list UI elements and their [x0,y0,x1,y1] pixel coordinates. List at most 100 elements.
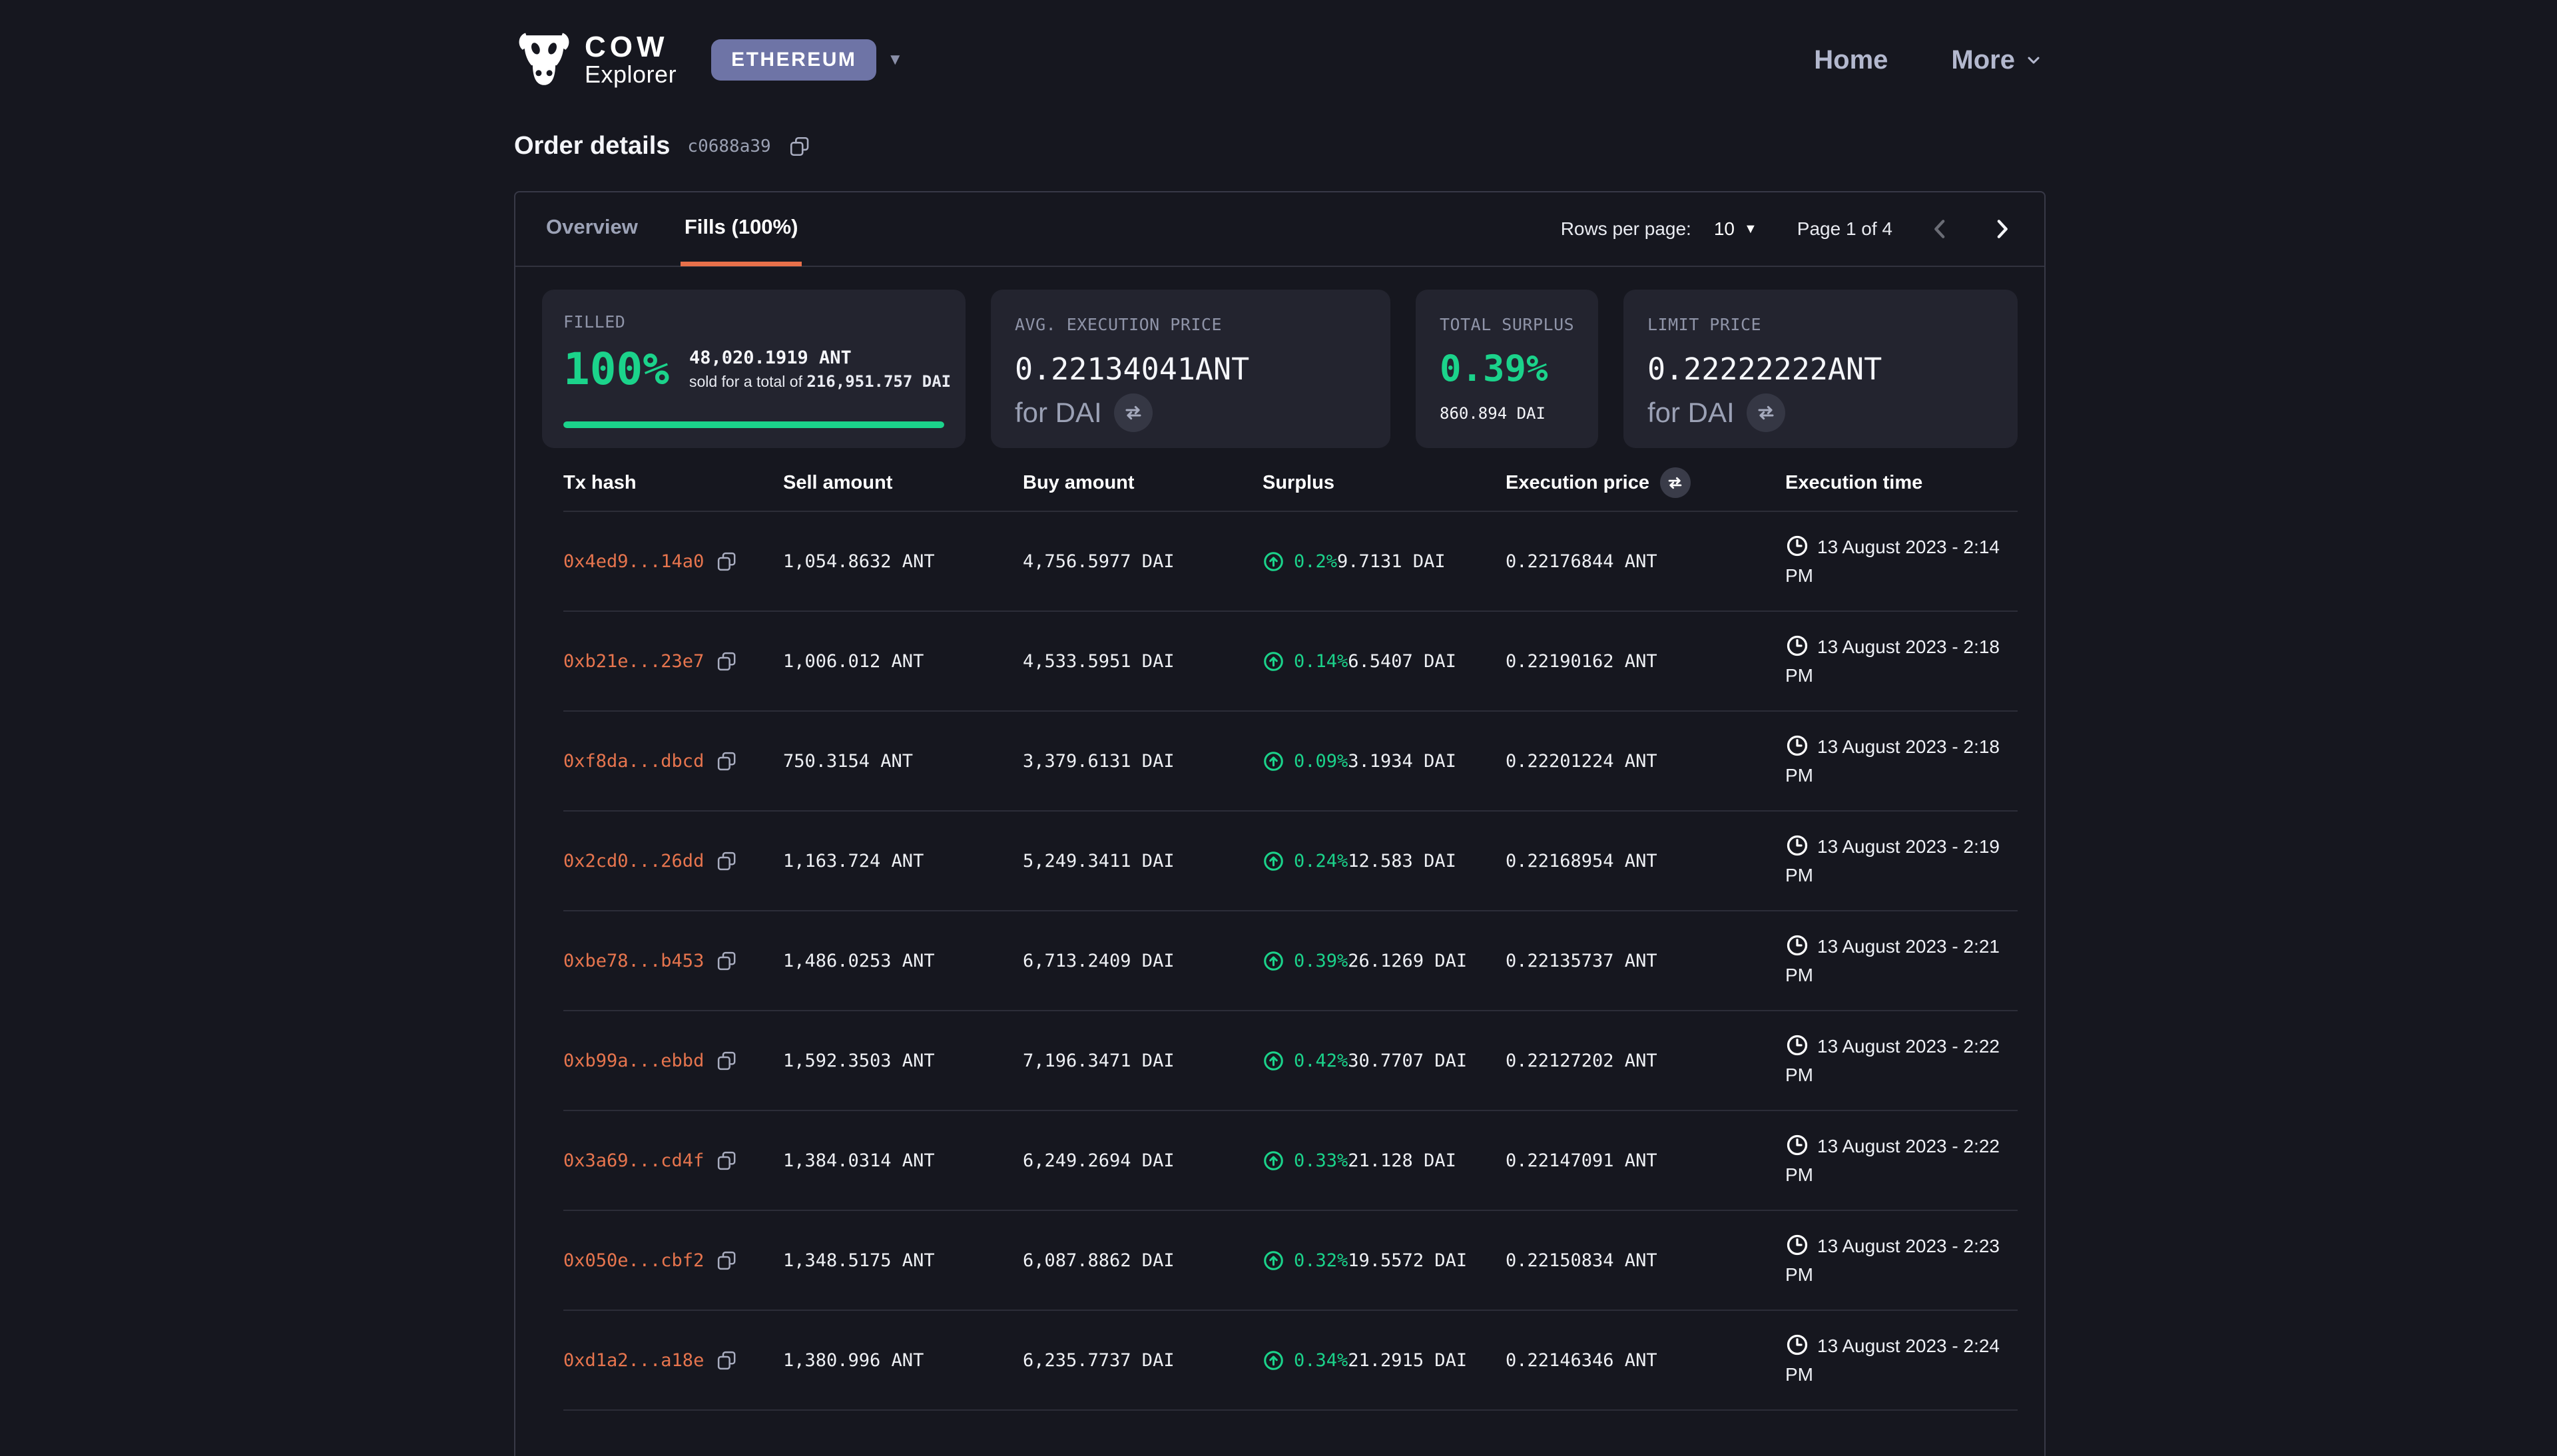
surplus-percent: 0.34% [1294,1349,1348,1371]
nav-more[interactable]: More [1951,45,2043,75]
execution-time-text: 13 August 2023 - 2:19 PM [1785,836,2000,885]
sell-amount: 1,380.996 ANT [783,1349,924,1371]
tx-hash-link[interactable]: 0x4ed9...14a0 [563,551,705,572]
cow-explorer-logo[interactable]: COW Explorer [514,30,677,90]
clock-icon [1785,634,1809,658]
next-page-button[interactable] [1988,216,2015,242]
surplus-percent: 0.2% [1294,551,1338,572]
surplus-up-icon [1263,1250,1284,1272]
surplus-amount: 30.7707 DAI [1348,1050,1468,1071]
table-header: Tx hash Sell amount Buy amount Surplus E… [563,455,2018,512]
tab-overview[interactable]: Overview [546,214,638,238]
tab-fills[interactable]: Fills (100%) [680,192,802,266]
copy-tx-hash-button[interactable] [716,950,738,972]
execution-time-text: 13 August 2023 - 2:22 PM [1785,1035,2000,1085]
tx-hash-link[interactable]: 0x2cd0...26dd [563,850,705,871]
surplus-cell: 0.32% 19.5572 DAI [1263,1250,1506,1272]
limit-price-value: 0.22222222ANT [1647,352,1882,387]
copy-tx-hash-button[interactable] [716,1150,738,1172]
tx-hash-link[interactable]: 0xd1a2...a18e [563,1349,705,1371]
avg-price-label: AVG. EXECUTION PRICE [1015,315,1223,334]
chevron-down-icon [2024,51,2043,69]
buy-amount: 6,087.8862 DAI [1023,1250,1175,1271]
stats-cards: FILLED 100% 48,020.1919 ANT sold for a t… [515,267,2044,448]
total-surplus-card: TOTAL SURPLUS 0.39% 860.894 DAI [1416,290,1598,448]
invert-execution-price-button[interactable] [1659,467,1691,498]
fill-progress-bar [563,421,944,428]
network-caret-icon: ▼ [887,51,904,69]
execution-time: 13 August 2023 - 2:22 PM [1785,1132,2018,1190]
copy-tx-hash-button[interactable] [716,850,738,872]
surplus-percent: 0.14% [1294,650,1348,672]
limit-price-unit: for DAI [1647,397,1735,428]
clock-icon [1785,933,1809,957]
sell-amount: 1,486.0253 ANT [783,950,935,971]
table-row: 0xb21e...23e7 1,006.012 ANT 4,533.5951 D… [563,612,2018,712]
total-surplus-label: TOTAL SURPLUS [1440,315,1575,334]
copy-tx-hash-button[interactable] [716,551,738,573]
copy-order-id-button[interactable] [788,135,811,158]
surplus-cell: 0.09% 3.1934 DAI [1263,750,1506,772]
tx-hash-link[interactable]: 0xf8da...dbcd [563,750,705,772]
clock-icon [1785,1133,1809,1157]
table-row: 0xf8da...dbcd 750.3154 ANT 3,379.6131 DA… [563,712,2018,812]
invert-limit-price-button[interactable] [1746,393,1785,432]
tx-hash-link[interactable]: 0x3a69...cd4f [563,1150,705,1171]
copy-tx-hash-button[interactable] [716,1050,738,1072]
sell-amount: 1,163.724 ANT [783,850,924,871]
buy-amount: 6,235.7737 DAI [1023,1349,1175,1371]
table-row: 0xd1a2...a18e 1,380.996 ANT 6,235.7737 D… [563,1311,2018,1411]
sell-amount: 1,592.3503 ANT [783,1050,935,1071]
page-indicator: Page 1 of 4 [1797,218,1892,239]
surplus-percent: 0.32% [1294,1250,1348,1271]
col-execution-price: Execution price [1506,467,1785,498]
nav-home[interactable]: Home [1814,45,1888,75]
execution-time: 13 August 2023 - 2:14 PM [1785,533,2018,591]
swap-icon [1669,477,1682,489]
avg-price-value: 0.22134041ANT [1015,352,1250,387]
execution-time-text: 13 August 2023 - 2:21 PM [1785,935,2000,985]
pagination: Rows per page: 10 ▼ Page 1 of 4 [1561,216,2015,242]
sell-amount: 1,054.8632 ANT [783,551,935,572]
network-selector[interactable]: ETHEREUM ▼ [711,39,903,81]
copy-icon [718,652,736,670]
execution-time: 13 August 2023 - 2:18 PM [1785,632,2018,690]
execution-time: 13 August 2023 - 2:23 PM [1785,1232,2018,1290]
buy-amount: 7,196.3471 DAI [1023,1050,1175,1071]
execution-price: 0.22150834 ANT [1506,1250,1657,1271]
copy-icon [718,552,736,571]
rows-per-page-label: Rows per page: [1560,218,1691,239]
execution-time: 13 August 2023 - 2:22 PM [1785,1032,2018,1090]
tx-hash-link[interactable]: 0xbe78...b453 [563,950,705,971]
execution-time-text: 13 August 2023 - 2:18 PM [1785,636,2000,686]
buy-amount: 3,379.6131 DAI [1023,750,1175,772]
copy-tx-hash-button[interactable] [716,1349,738,1371]
execution-price: 0.22176844 ANT [1506,551,1657,572]
col-tx-hash: Tx hash [563,471,637,493]
filled-label: FILLED [563,312,626,332]
surplus-amount: 9.7131 DAI [1337,551,1446,572]
execution-price: 0.22146346 ANT [1506,1349,1657,1371]
surplus-up-icon [1263,750,1284,772]
tx-hash-link[interactable]: 0xb21e...23e7 [563,650,705,672]
surplus-up-icon [1263,850,1284,872]
surplus-amount: 12.583 DAI [1348,850,1456,871]
prev-page-button[interactable] [1927,216,1954,242]
col-surplus: Surplus [1263,471,1334,493]
tx-hash-link[interactable]: 0x050e...cbf2 [563,1250,705,1271]
tx-hash-link[interactable]: 0xb99a...ebbd [563,1050,705,1071]
copy-tx-hash-button[interactable] [716,1250,738,1272]
surplus-up-icon [1263,551,1284,573]
rows-per-page-select[interactable]: 10 ▼ [1714,218,1757,240]
buy-amount: 4,756.5977 DAI [1023,551,1175,572]
nav-more-label: More [1951,45,2015,75]
invert-avg-price-button[interactable] [1113,393,1153,432]
filled-card: FILLED 100% 48,020.1919 ANT sold for a t… [542,290,966,448]
col-buy-amount: Buy amount [1023,471,1135,493]
surplus-up-icon [1263,1050,1284,1072]
col-execution-time: Execution time [1785,471,1923,493]
logo-subtitle: Explorer [585,61,677,89]
copy-tx-hash-button[interactable] [716,650,738,672]
chevron-left-icon [1934,220,1945,238]
copy-tx-hash-button[interactable] [716,750,738,772]
